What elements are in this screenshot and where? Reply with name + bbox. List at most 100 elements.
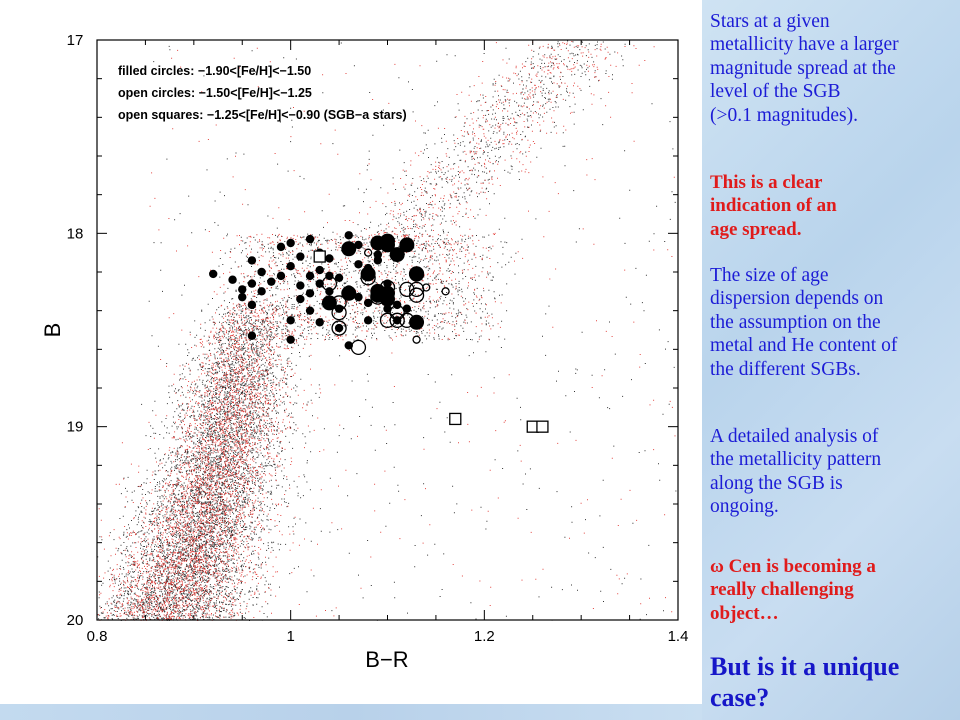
- open-circle-point: [399, 312, 415, 328]
- text-line: metal and He content of: [710, 335, 898, 357]
- x-axis-label: B−R: [365, 647, 408, 672]
- filled-circle-point: [341, 285, 357, 301]
- y-tick-label: 20: [67, 612, 84, 629]
- open-circle-point: [350, 339, 367, 356]
- open-circle-point: [408, 287, 425, 303]
- text-line: The size of age: [710, 265, 829, 286]
- filled-circle-point: [247, 256, 257, 265]
- text-line: case?: [710, 683, 770, 712]
- text-line: ω Cen is becoming a: [710, 556, 876, 577]
- legend-entry: open circles: −1.50<[Fe/H]<−1.25: [118, 86, 312, 100]
- filled-circle-point: [334, 273, 344, 282]
- filled-circle-point: [380, 233, 395, 249]
- open-circle-point: [389, 304, 405, 321]
- chart-area: 0.8 1 1.2 1.4 17 18 19 20 filled circles: −1.90…: [40, 32, 689, 672]
- text-line: metallicity have a larger: [710, 34, 899, 56]
- y-tick-label: 18: [67, 225, 84, 242]
- filled-circle-point: [402, 304, 412, 313]
- open-square-point: [449, 412, 462, 426]
- text-line: level of the SGB: [710, 81, 841, 103]
- filled-circle-point: [247, 331, 257, 340]
- text-line: dispersion depends on: [710, 288, 884, 310]
- field-stars-cloud: [97, 40, 677, 621]
- chart-legend: filled circles: −1.90<[Fe/H]<−1.50 open c…: [118, 64, 407, 122]
- filled-circle-point: [257, 267, 266, 277]
- filled-circle-point: [380, 285, 395, 301]
- paragraph-age-spread: This is a clear indication of an age spr…: [710, 171, 960, 241]
- filled-circle-point: [344, 231, 353, 240]
- legend-entry: filled circles: −1.90<[Fe/H]<−1.50: [118, 64, 311, 78]
- filled-circle-point: [305, 306, 315, 315]
- filled-circle-point: [286, 316, 295, 325]
- filled-circle-point: [228, 275, 237, 284]
- text-line: But is it a unique: [710, 652, 900, 681]
- y-axis-label: B: [40, 323, 65, 338]
- filled-circle-point: [276, 242, 286, 252]
- open-circle-point: [363, 248, 373, 257]
- open-circle-point: [422, 283, 431, 292]
- filled-circle-point: [296, 281, 305, 290]
- filled-circle-point: [360, 266, 376, 282]
- open-circle-point: [370, 289, 386, 305]
- open-circle-point: [379, 279, 396, 296]
- filled-circle-point: [383, 279, 392, 288]
- filled-circle-point: [305, 271, 315, 281]
- text-line: object…: [710, 602, 779, 624]
- filled-circle-point: [392, 316, 402, 325]
- open-circle-point: [331, 304, 347, 321]
- filled-circle-point: [334, 304, 344, 313]
- sgb-markers: [209, 231, 549, 433]
- bottom-decor-strip: [0, 704, 702, 720]
- filled-circle-point: [325, 287, 334, 296]
- text-line: the assumption on the: [710, 311, 881, 333]
- filled-circle-point: [334, 323, 344, 333]
- filled-circle-point: [325, 271, 334, 281]
- x-tick-label: 0.8: [87, 628, 108, 645]
- filled-circle-point: [286, 335, 295, 344]
- filled-circle-point: [267, 277, 276, 286]
- filled-circle-point: [247, 279, 257, 288]
- filled-circle-point: [363, 298, 373, 308]
- filled-circle-point: [296, 294, 305, 304]
- filled-circle-point: [296, 252, 305, 261]
- filled-circle-point: [373, 256, 383, 265]
- filled-circle-point: [315, 279, 324, 288]
- filled-circle-point: [363, 316, 373, 325]
- paragraph-challenging: ω Cen is becoming a really challenging o…: [710, 555, 960, 625]
- legend-entry: open squares: −1.25<[Fe/H]<−0.90 (SGB−a …: [118, 108, 407, 122]
- open-circle-point: [408, 266, 425, 282]
- filled-circle-point: [392, 300, 402, 310]
- filled-circle-point: [409, 266, 425, 282]
- x-tick-label: 1.2: [474, 628, 495, 645]
- filled-circle-point: [247, 300, 257, 310]
- filled-circle-point: [305, 289, 315, 298]
- paragraph-age-dispersion: The size of age dispersion depends on th…: [710, 264, 960, 381]
- open-circle-point: [360, 270, 376, 286]
- text-line: This is a clear: [710, 172, 823, 193]
- filled-circle-point: [286, 238, 295, 248]
- text-line: Stars at a given: [710, 11, 830, 32]
- text-line: age spread.: [710, 218, 802, 240]
- field-stars-black: [97, 40, 677, 621]
- filled-circle-point: [354, 240, 363, 250]
- filled-circle-point: [315, 265, 324, 275]
- open-circle-point: [441, 287, 450, 296]
- y-tick-label: 19: [67, 419, 84, 436]
- paragraph-question: But is it a unique case?: [710, 651, 960, 713]
- filled-circle-point: [399, 237, 415, 253]
- open-square-point: [536, 420, 549, 433]
- filled-circle-point: [315, 318, 324, 327]
- text-line: (>0.1 magnitudes).: [710, 104, 859, 126]
- open-square-point: [313, 250, 326, 263]
- tick-labels: 0.8 1 1.2 1.4 17 18 19 20: [67, 32, 689, 645]
- filled-circle-point: [276, 271, 286, 281]
- plot-border: [96, 39, 679, 621]
- paragraph-spread: Stars at a given metallicity have a larg…: [710, 10, 960, 127]
- filled-circle-point: [257, 287, 266, 296]
- filled-circle-point: [383, 304, 392, 313]
- filled-circle-point: [389, 247, 405, 263]
- y-tick-label: 17: [67, 32, 84, 49]
- open-circle-point: [331, 320, 347, 336]
- filled-circle-point: [305, 234, 315, 244]
- paragraph-analysis: A detailed analysis of the metallicity p…: [710, 425, 960, 519]
